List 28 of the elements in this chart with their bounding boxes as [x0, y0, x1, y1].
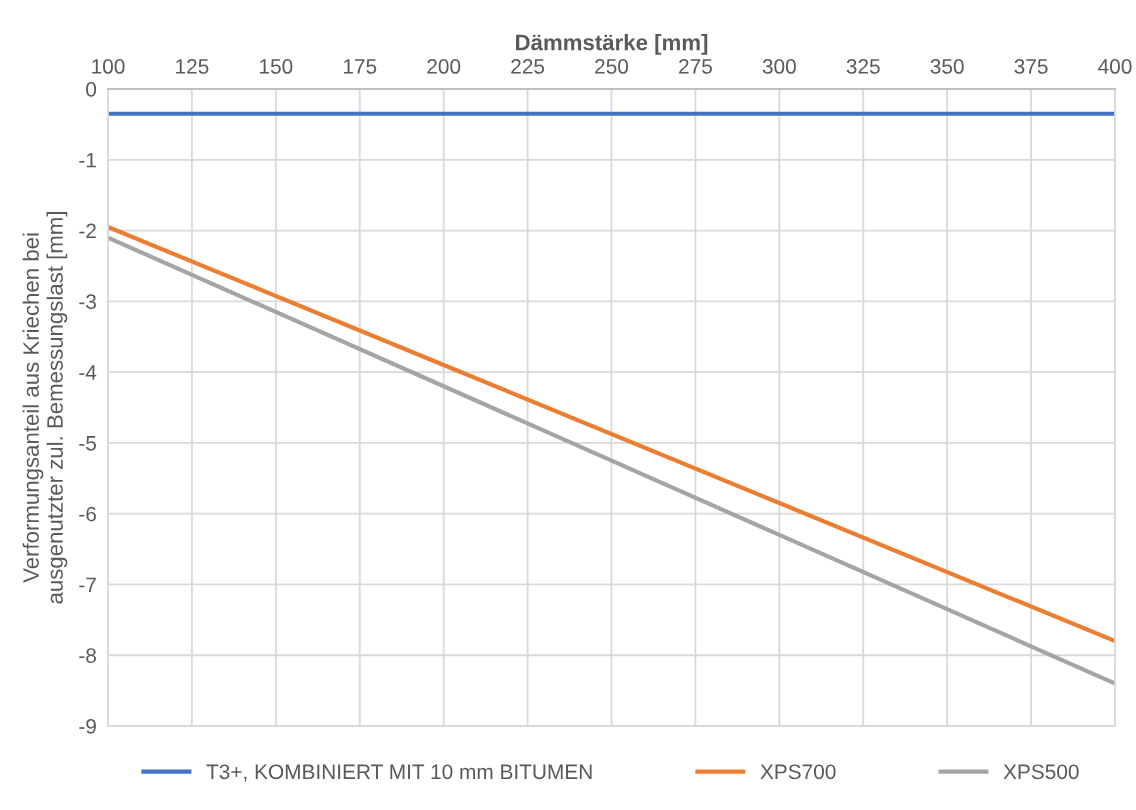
- x-tick-label: 300: [762, 59, 796, 74]
- x-tick-label: 275: [679, 59, 712, 74]
- x-tick-label: 250: [595, 59, 629, 74]
- x-tick-label: 325: [846, 59, 880, 74]
- legend-label: T3+, KOMBINIERT MIT 10 mm BITUMEN: [206, 764, 592, 782]
- x-tick-label: 150: [260, 59, 293, 74]
- x-tick-label: 225: [511, 59, 545, 74]
- legend-label: XPS700: [760, 764, 836, 780]
- x-tick-label: 350: [930, 59, 964, 74]
- y-tick-label: -9: [79, 719, 96, 734]
- x-axis-title: Dämmstärke [mm]: [516, 34, 708, 55]
- y-tick-label: -5: [79, 436, 97, 451]
- x-tick-label: 100: [92, 59, 125, 74]
- y-tick-label: -4: [79, 365, 97, 380]
- x-tick-label: 200: [427, 59, 461, 74]
- y-tick-label: -2: [79, 223, 96, 239]
- x-tick-label: 175: [343, 59, 377, 74]
- y-axis-title: Verformungsanteil aus Kriechen bei ausgenutzter zul. Bemessungslast [mm]: [22, 212, 68, 604]
- x-tick-label: 375: [1014, 59, 1048, 74]
- y-tick-label: -1: [79, 152, 96, 168]
- y-tick-label: -8: [79, 648, 96, 663]
- y-tick-label: -6: [79, 506, 96, 522]
- y-tick-label: -3: [79, 294, 96, 310]
- y-tick-label: -7: [79, 577, 96, 592]
- legend-label: XPS500: [1003, 764, 1079, 780]
- x-tick-label: 400: [1098, 59, 1132, 74]
- y-tick-label: 0: [86, 82, 97, 97]
- x-tick-label: 125: [176, 59, 209, 74]
